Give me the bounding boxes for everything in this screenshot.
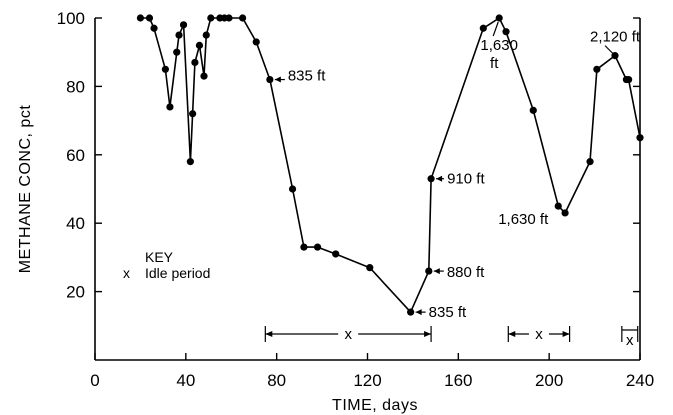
x-axis-title: TIME, days xyxy=(332,397,418,414)
data-point xyxy=(495,14,503,22)
series-line xyxy=(140,17,641,313)
y-tick-label: 100 xyxy=(57,9,85,28)
data-point xyxy=(161,65,169,73)
data-point xyxy=(189,110,197,118)
data-point xyxy=(554,202,562,210)
ticks xyxy=(94,17,641,360)
data-point xyxy=(502,28,510,36)
data-point xyxy=(239,14,247,22)
data-point xyxy=(175,31,183,39)
annotation-arrowhead xyxy=(436,175,443,182)
x-tick-label: 120 xyxy=(353,371,381,390)
idle-label: x xyxy=(535,326,543,343)
x-tick-label: 0 xyxy=(90,371,99,390)
y-axis-title: METHANE CONC, pct xyxy=(17,105,34,274)
annotation-arrowhead xyxy=(433,268,440,275)
annotation-label: 1,630 xyxy=(480,37,518,54)
data-point xyxy=(479,24,487,32)
annotation-label: 835 ft xyxy=(288,68,326,85)
annotation-label: 880 ft xyxy=(447,264,485,281)
x-tick-label: 240 xyxy=(626,371,654,390)
annotation-label: ft xyxy=(490,55,499,72)
data-point xyxy=(225,14,233,22)
data-point xyxy=(191,58,199,67)
data-point xyxy=(407,308,415,316)
idle-label: x xyxy=(626,332,634,349)
annotation-arrowhead xyxy=(274,76,281,83)
data-point xyxy=(313,243,322,251)
x-tick-label: 40 xyxy=(176,371,195,390)
data-point xyxy=(200,72,208,80)
idle-arrowhead xyxy=(508,331,516,337)
y-tick-label: 80 xyxy=(66,77,85,96)
idle-arrowhead xyxy=(562,331,570,337)
data-point xyxy=(173,48,181,56)
data-point xyxy=(166,103,174,111)
axes xyxy=(94,18,641,361)
data-point xyxy=(145,14,154,22)
data-point xyxy=(179,21,188,29)
annotation-label: 835 ft xyxy=(429,304,467,321)
y-tick-label: 60 xyxy=(66,146,85,165)
data-point xyxy=(625,75,633,84)
idle-label: x xyxy=(344,326,352,343)
data-point xyxy=(150,24,158,32)
data-point xyxy=(300,243,308,251)
y-tick-label: 40 xyxy=(66,214,85,233)
data-point xyxy=(529,106,537,114)
x-tick-label: 200 xyxy=(535,371,563,390)
data-point xyxy=(366,264,374,272)
data-point xyxy=(593,65,601,73)
x-tick-label: 160 xyxy=(444,371,472,390)
data-point xyxy=(427,175,435,183)
data-point xyxy=(636,134,644,142)
key-description: Idle period xyxy=(145,265,210,281)
data-point xyxy=(332,250,340,258)
idle-arrowhead xyxy=(265,331,273,337)
annotation-label: 2,120 ft xyxy=(590,29,641,46)
x-tick-label: 80 xyxy=(267,371,286,390)
key-legend: KEY x Idle period xyxy=(123,249,210,281)
key-symbol: x xyxy=(123,265,130,281)
annotation-label: 1,630 ft xyxy=(498,211,549,228)
series xyxy=(136,14,644,316)
key-title: KEY xyxy=(145,249,174,265)
data-point xyxy=(611,52,619,60)
data-point xyxy=(195,41,204,49)
data-point xyxy=(202,31,210,39)
data-point xyxy=(207,14,215,22)
data-point xyxy=(561,209,569,217)
annotation-pointer xyxy=(604,45,614,55)
y-tick-label: 20 xyxy=(66,283,85,302)
data-point xyxy=(586,158,594,166)
data-point xyxy=(136,14,145,22)
data-point xyxy=(266,75,274,84)
annotation-pointer xyxy=(492,21,499,37)
data-point xyxy=(425,267,433,275)
tick-labels: 0 40 80 120 160 200 240 20 40 60 80 100 xyxy=(57,9,655,390)
data-point xyxy=(186,158,194,166)
idle-arrowhead xyxy=(424,331,432,337)
data-point xyxy=(288,185,297,193)
annotation-label: 910 ft xyxy=(447,171,485,188)
annotation-arrowhead xyxy=(415,309,422,316)
data-point xyxy=(252,38,260,46)
